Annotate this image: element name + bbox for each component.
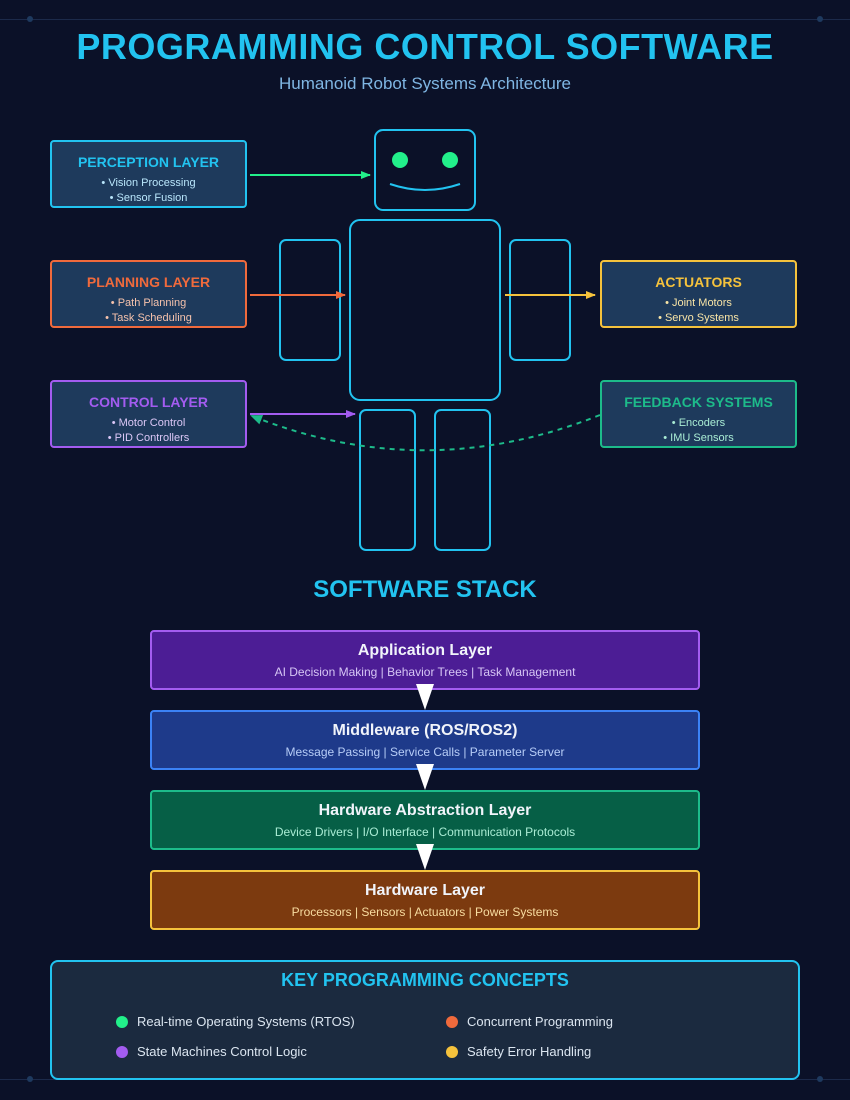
- robot-outline: [279, 129, 571, 551]
- perception-layer-title: PERCEPTION LAYER: [77, 154, 220, 170]
- planning-item: • Path Planning: [110, 297, 187, 309]
- robot-left-eye: [392, 152, 408, 168]
- control-item: • PID Controllers: [107, 432, 190, 444]
- perception-layer-box: PERCEPTION LAYER • Vision Processing • S…: [50, 140, 247, 208]
- page-title: PROGRAMMING CONTROL SOFTWARE: [76, 26, 774, 67]
- feedback-systems-box: FEEDBACK SYSTEMS • Encoders • IMU Sensor…: [600, 380, 797, 448]
- frame-dot: [817, 16, 823, 22]
- stack-layer-desc: Message Passing | Service Calls | Parame…: [285, 745, 565, 759]
- robot-right-leg: [434, 409, 491, 551]
- robot-mouth: [389, 183, 461, 191]
- stack-layer-title: Hardware Layer: [364, 882, 486, 899]
- robot-left-leg: [359, 409, 416, 551]
- control-item: • Motor Control: [111, 417, 186, 429]
- concept-bullet-icon: [116, 1046, 128, 1058]
- robot-torso: [349, 219, 501, 401]
- frame-dot: [27, 16, 33, 22]
- concept-bullet-icon: [446, 1016, 458, 1028]
- actuators-box: ACTUATORS • Joint Motors • Servo Systems: [600, 260, 797, 328]
- actuators-item: • Servo Systems: [658, 312, 739, 324]
- concept-bullet-icon: [446, 1046, 458, 1058]
- frame-dot: [27, 1076, 33, 1082]
- frame-dot: [817, 1076, 823, 1082]
- hardware-abstraction-layer-box: Hardware Abstraction Layer Device Driver…: [150, 790, 700, 850]
- feedback-item: • IMU Sensors: [663, 432, 734, 444]
- robot-left-arm: [279, 239, 341, 361]
- stack-layer-title: Application Layer: [357, 642, 493, 659]
- control-layer-box: CONTROL LAYER • Motor Control • PID Cont…: [50, 380, 247, 448]
- stack-layer-desc: AI Decision Making | Behavior Trees | Ta…: [274, 665, 576, 679]
- planning-item: • Task Scheduling: [105, 312, 192, 324]
- stack-layer-desc: Device Drivers | I/O Interface | Communi…: [274, 825, 576, 839]
- robot-right-arm: [509, 239, 571, 361]
- key-concepts-panel: KEY PROGRAMMING CONCEPTS Real-time Opera…: [50, 960, 800, 1080]
- concept-item: Concurrent Programming: [467, 1014, 613, 1029]
- feedback-systems-title: FEEDBACK SYSTEMS: [624, 394, 773, 410]
- actuators-title: ACTUATORS: [655, 274, 742, 290]
- perception-item: • Sensor Fusion: [109, 192, 188, 204]
- top-frame-line: [0, 19, 850, 20]
- page-subtitle: Humanoid Robot Systems Architecture: [279, 74, 571, 93]
- planning-layer-title: PLANNING LAYER: [86, 274, 211, 290]
- software-stack-title: SOFTWARE STACK: [313, 576, 537, 603]
- application-layer-box: Application Layer AI Decision Making | B…: [150, 630, 700, 690]
- concept-item: Safety Error Handling: [467, 1044, 592, 1059]
- control-layer-title: CONTROL LAYER: [88, 394, 208, 410]
- actuators-item: • Joint Motors: [665, 297, 732, 309]
- feedback-loop-arrow: [250, 414, 601, 452]
- planning-layer-box: PLANNING LAYER • Path Planning • Task Sc…: [50, 260, 247, 328]
- feedback-item: • Encoders: [671, 417, 726, 429]
- perception-item: • Vision Processing: [101, 177, 196, 189]
- concept-item: State Machines Control Logic: [137, 1044, 307, 1059]
- stack-layer-title: Hardware Abstraction Layer: [318, 802, 532, 819]
- robot-right-eye: [442, 152, 458, 168]
- middleware-layer-box: Middleware (ROS/ROS2) Message Passing | …: [150, 710, 700, 770]
- robot-head: [374, 129, 476, 211]
- concept-bullet-icon: [116, 1016, 128, 1028]
- stack-layer-title: Middleware (ROS/ROS2): [332, 722, 518, 739]
- stack-layer-desc: Processors | Sensors | Actuators | Power…: [291, 905, 559, 919]
- key-concepts-title: KEY PROGRAMMING CONCEPTS: [281, 970, 569, 990]
- concept-item: Real-time Operating Systems (RTOS): [137, 1014, 355, 1029]
- hardware-layer-box: Hardware Layer Processors | Sensors | Ac…: [150, 870, 700, 930]
